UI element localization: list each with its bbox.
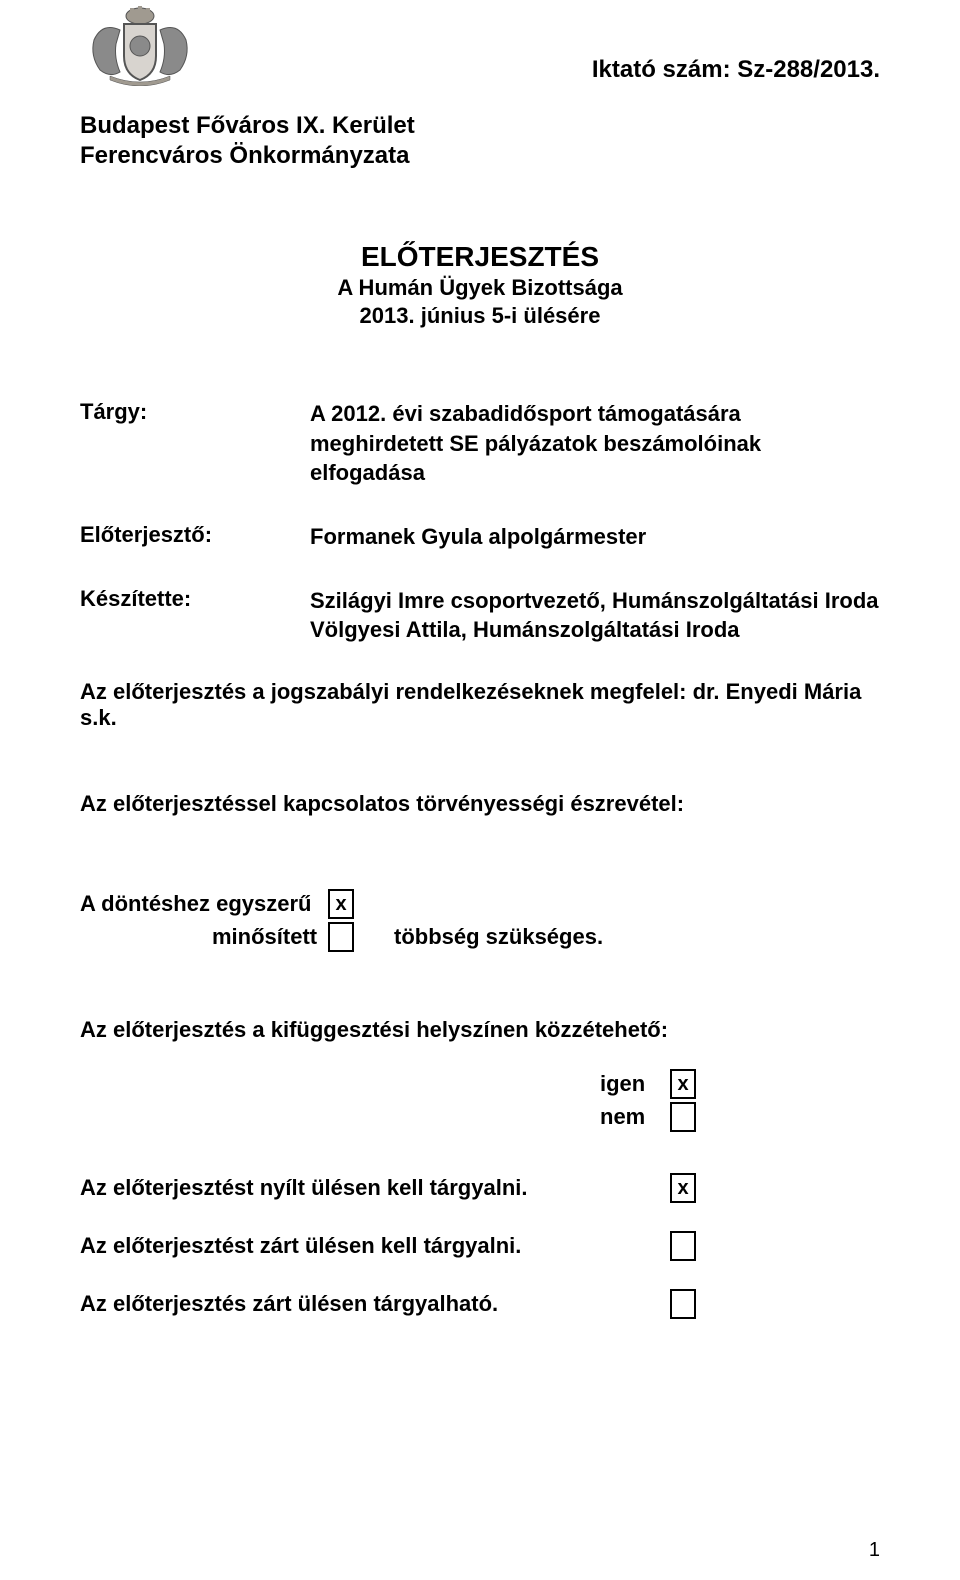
publish-yes-label: igen [600, 1067, 670, 1100]
meta-preparer-label: Készítette: [80, 586, 310, 612]
vote-qualified-checkbox [328, 922, 354, 952]
publish-yes-row: igen x [80, 1067, 880, 1100]
session-closed-must-label: Az előterjesztést zárt ülésen kell tárgy… [80, 1233, 670, 1259]
session-open-row: Az előterjesztést nyílt ülésen kell tárg… [80, 1173, 880, 1203]
publish-no-label: nem [600, 1100, 670, 1133]
vote-prefix: A döntéshez [80, 891, 210, 916]
vote-qualified-label: minősített [80, 920, 328, 953]
page-number: 1 [869, 1539, 880, 1562]
meta-preparer-value: Szilágyi Imre csoportvezető, Humánszolgá… [310, 586, 880, 645]
title-main: ELŐTERJESZTÉS [80, 241, 880, 273]
session-closed-must-row: Az előterjesztést zárt ülésen kell tárgy… [80, 1231, 880, 1261]
title-block: ELŐTERJESZTÉS A Humán Ügyek Bizottsága 2… [80, 241, 880, 329]
filing-number: Iktató szám: Sz-288/2013. [592, 56, 880, 84]
publish-block: Az előterjesztés a kifüggesztési helyszí… [80, 1017, 880, 1133]
vote-simple-label: egyszerű [216, 891, 311, 916]
vote-simple-row: A döntéshez egyszerű x [80, 887, 880, 920]
vote-suffix: többség szükséges. [394, 920, 603, 953]
meta-subject-label: Tárgy: [80, 399, 310, 425]
issuer-line-1: Budapest Főváros IX. Kerület [80, 111, 880, 141]
meta-subject-value: A 2012. évi szabadidősport támogatására … [310, 399, 880, 488]
meta-subject-row: Tárgy: A 2012. évi szabadidősport támoga… [80, 399, 880, 488]
title-date: 2013. június 5-i ülésére [80, 303, 880, 329]
session-closed-may-row: Az előterjesztés zárt ülésen tárgyalható… [80, 1289, 880, 1319]
coat-of-arms-icon [80, 0, 200, 86]
publish-no-checkbox [670, 1102, 696, 1132]
session-closed-may-checkbox [670, 1289, 696, 1319]
meta-preparer-row: Készítette: Szilágyi Imre csoportvezető,… [80, 586, 880, 645]
session-closed-must-checkbox [670, 1231, 696, 1261]
publish-options: igen x nem [80, 1067, 880, 1133]
publish-yes-checkbox: x [670, 1069, 696, 1099]
meta-presenter-label: Előterjesztő: [80, 522, 310, 548]
issuer-line-2: Ferencváros Önkormányzata [80, 141, 880, 171]
publish-no-row: nem [80, 1100, 880, 1133]
compliance-line: Az előterjesztés a jogszabályi rendelkez… [80, 679, 880, 731]
vote-qualified-row: minősített többség szükséges. [80, 920, 880, 953]
meta-presenter-value: Formanek Gyula alpolgármester [310, 522, 880, 552]
title-committee: A Humán Ügyek Bizottsága [80, 275, 880, 301]
issuer-block: Budapest Főváros IX. Kerület Ferencváros… [80, 111, 880, 171]
meta-presenter-row: Előterjesztő: Formanek Gyula alpolgármes… [80, 522, 880, 552]
session-open-label: Az előterjesztést nyílt ülésen kell tárg… [80, 1175, 670, 1201]
publish-heading: Az előterjesztés a kifüggesztési helyszí… [80, 1017, 880, 1043]
session-closed-may-label: Az előterjesztés zárt ülésen tárgyalható… [80, 1291, 670, 1317]
legality-line: Az előterjesztéssel kapcsolatos törvénye… [80, 791, 880, 817]
vote-simple-checkbox: x [328, 889, 354, 919]
session-block: Az előterjesztést nyílt ülésen kell tárg… [80, 1173, 880, 1319]
document-page: Iktató szám: Sz-288/2013. Budapest Fővár… [0, 0, 960, 1580]
session-open-checkbox: x [670, 1173, 696, 1203]
metadata-block: Tárgy: A 2012. évi szabadidősport támoga… [80, 399, 880, 645]
vote-block: A döntéshez egyszerű x minősített többsé… [80, 887, 880, 953]
